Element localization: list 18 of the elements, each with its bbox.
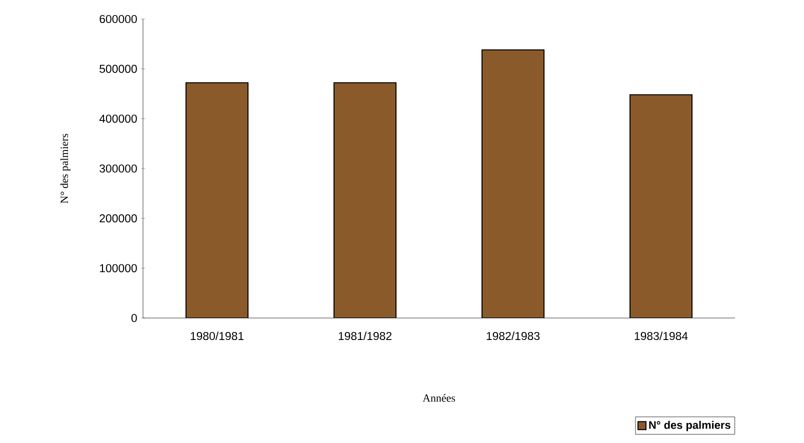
bar bbox=[482, 49, 545, 318]
bar bbox=[334, 82, 397, 318]
y-tick-label: 0 bbox=[131, 314, 137, 322]
y-tick-label: 500000 bbox=[100, 64, 137, 73]
y-tick-label: 600000 bbox=[100, 14, 137, 24]
y-tick-label: 200000 bbox=[100, 214, 137, 222]
y-axis-title: N° des palmiers bbox=[60, 134, 70, 204]
bar bbox=[186, 82, 248, 318]
x-tick-label: 1982/1983 bbox=[486, 332, 540, 340]
y-tick-label: 400000 bbox=[99, 114, 137, 123]
y-tick-label: 300000 bbox=[100, 164, 137, 173]
x-tick-label: 1981/1982 bbox=[338, 332, 392, 340]
bar bbox=[630, 94, 693, 318]
x-axis-title: Années bbox=[422, 394, 456, 402]
legend-label: N° des palmiers bbox=[649, 420, 730, 432]
x-tick-label: 1980/1981 bbox=[190, 332, 244, 340]
x-tick-label: 1983/1984 bbox=[634, 332, 688, 340]
y-tick-label: 100000 bbox=[100, 264, 137, 272]
